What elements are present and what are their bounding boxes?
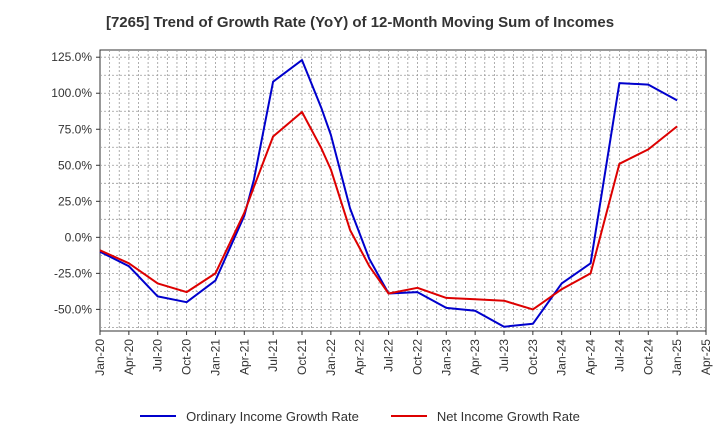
legend-item-net: Net Income Growth Rate bbox=[390, 404, 580, 428]
y-tick-label: 0.0% bbox=[65, 230, 93, 244]
x-tick-label: Jan-20 bbox=[93, 339, 107, 376]
legend-line-net bbox=[390, 415, 427, 417]
x-tick-label: Apr-23 bbox=[468, 339, 482, 375]
y-tick-label: 50.0% bbox=[58, 158, 92, 172]
x-tick-label: Jan-21 bbox=[208, 339, 222, 376]
chart-title: [7265] Trend of Growth Rate (YoY) of 12-… bbox=[105, 14, 615, 31]
series-line-ordinary bbox=[99, 59, 678, 328]
legend: Ordinary Income Growth Rate Net Income G… bbox=[0, 404, 720, 428]
x-tick-label: Apr-22 bbox=[353, 339, 367, 375]
x-tick-label: Jan-24 bbox=[555, 339, 569, 376]
plot-area bbox=[99, 49, 707, 332]
y-tick-label: -25.0% bbox=[54, 266, 92, 280]
x-tick-label: Apr-25 bbox=[699, 339, 713, 375]
x-tick-label: Apr-20 bbox=[122, 339, 136, 375]
x-tick-label: Apr-21 bbox=[237, 339, 251, 375]
legend-item-ordinary: Ordinary Income Growth Rate bbox=[140, 404, 359, 428]
y-tick-label: -50.0% bbox=[54, 302, 92, 316]
x-tick-label: Jul-22 bbox=[382, 339, 396, 372]
legend-label-ordinary: Ordinary Income Growth Rate bbox=[186, 408, 359, 424]
x-tick-label: Jan-22 bbox=[324, 339, 338, 376]
x-tick-label: Jul-20 bbox=[151, 339, 165, 372]
x-tick-label: Apr-24 bbox=[584, 339, 598, 375]
x-tick-label: Oct-23 bbox=[526, 339, 540, 375]
x-tick-label: Oct-20 bbox=[180, 339, 194, 375]
x-tick-label: Oct-22 bbox=[410, 339, 424, 375]
y-tick-label: 75.0% bbox=[58, 122, 92, 136]
series-line-net bbox=[99, 111, 678, 311]
x-tick-label: Jul-23 bbox=[497, 339, 511, 372]
x-tick-label: Jan-23 bbox=[439, 339, 453, 376]
x-tick-label: Oct-21 bbox=[295, 339, 309, 375]
x-tick-label: Jul-21 bbox=[266, 339, 280, 372]
x-tick-label: Jul-24 bbox=[612, 339, 626, 372]
legend-label-net: Net Income Growth Rate bbox=[436, 408, 580, 424]
x-tick-label: Jan-25 bbox=[670, 339, 684, 376]
y-tick-label: 100.0% bbox=[51, 86, 92, 100]
legend-line-ordinary bbox=[140, 415, 177, 417]
y-tick-label: 125.0% bbox=[51, 50, 92, 64]
y-tick-label: 25.0% bbox=[58, 194, 92, 208]
x-tick-label: Oct-24 bbox=[641, 339, 655, 375]
